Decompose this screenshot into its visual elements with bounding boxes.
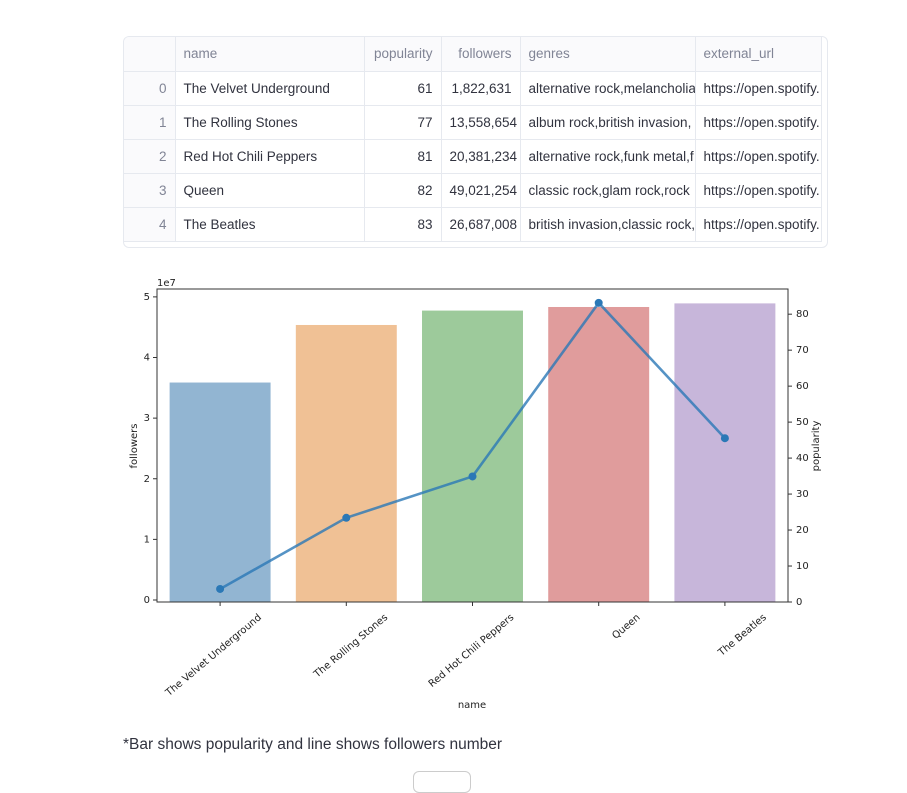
table-cell: The Beatles xyxy=(175,207,365,242)
header-row: name popularity followers genres external_ur… xyxy=(124,37,822,72)
bar xyxy=(674,303,776,602)
table-row: 1 The Rolling Stones 77 13,558,654 album roc… xyxy=(124,105,822,140)
table-cell: alternative rock,melancholia xyxy=(520,71,696,106)
point xyxy=(342,513,351,522)
table-cell: 1,822,631 xyxy=(441,71,521,106)
row-index: 4 xyxy=(124,207,176,242)
table-cell: album rock,british invasion, xyxy=(520,105,696,140)
y-tick-label: 0 xyxy=(144,595,150,606)
table-cell: https://open.spotify. xyxy=(695,71,822,106)
table-cell: 61 xyxy=(364,71,442,106)
y2-tick-label: 40 xyxy=(796,453,809,464)
index-header xyxy=(124,37,176,72)
table-row: 4 The Beatles 83 26,687,008 british invasion… xyxy=(124,207,822,242)
point xyxy=(216,584,225,593)
x-tick-label: The Velvet Underground xyxy=(163,612,264,699)
table-cell: https://open.spotify. xyxy=(695,207,822,242)
table-cell: https://open.spotify. xyxy=(695,139,822,174)
y2-tick-label: 10 xyxy=(796,561,809,572)
page: name popularity followers genres external_ur… xyxy=(123,36,828,793)
row-index: 0 xyxy=(124,71,176,106)
y-tick-label: 1 xyxy=(144,534,150,545)
table-cell: 20,381,234 xyxy=(441,139,521,174)
caption: *Bar shows popularity and line shows fol… xyxy=(123,736,503,753)
point xyxy=(594,298,603,307)
x-tick-label: Red Hot Chili Peppers xyxy=(427,612,517,690)
column-header: popularity xyxy=(364,37,442,72)
data-table: name popularity followers genres external_ur… xyxy=(123,36,828,248)
y2-tick-label: 0 xyxy=(796,597,802,608)
y2-tick-label: 70 xyxy=(796,345,809,356)
table-cell: alternative rock,funk metal,f xyxy=(520,139,696,174)
bar xyxy=(295,324,397,602)
table-cell: 81 xyxy=(364,139,442,174)
x-tick-label: The Rolling Stones xyxy=(311,612,390,681)
point xyxy=(720,434,729,443)
table: name popularity followers genres external_ur… xyxy=(124,37,822,242)
column-header: genres xyxy=(520,37,696,72)
bar xyxy=(422,310,523,602)
y2-axis-label: popularity xyxy=(811,421,822,472)
table-cell: 49,021,254 xyxy=(441,173,521,208)
y2-tick-label: 60 xyxy=(796,381,809,392)
column-header: name xyxy=(175,37,365,72)
y2-tick-label: 20 xyxy=(796,525,809,536)
y-tick-label: 2 xyxy=(144,474,150,485)
row-index: 1 xyxy=(124,105,176,140)
row-index: 2 xyxy=(124,139,176,174)
table-row: 0 The Velvet Underground 61 1,822,631 altern… xyxy=(124,71,822,106)
offset-label: 1e7 xyxy=(157,278,176,289)
table-body: 0 The Velvet Underground 61 1,822,631 altern… xyxy=(124,71,822,242)
y2-tick-label: 80 xyxy=(796,309,809,320)
x-tick-label: The Beatles xyxy=(716,612,769,659)
y2-tick-label: 30 xyxy=(796,489,809,500)
table-cell: https://open.spotify. xyxy=(695,173,822,208)
bar xyxy=(169,382,271,602)
table-cell: https://open.spotify. xyxy=(695,105,822,140)
button[interactable] xyxy=(413,771,471,793)
y-axis-label: followers xyxy=(129,424,140,469)
table-cell: Queen xyxy=(175,173,365,208)
point xyxy=(468,472,477,481)
column-header: external_url xyxy=(695,37,822,72)
column-header: followers xyxy=(441,37,521,72)
y-tick-label: 3 xyxy=(144,413,150,424)
plot-frame xyxy=(156,288,789,603)
x-tick-label: Queen xyxy=(610,612,642,642)
row-index: 3 xyxy=(124,173,176,208)
y-tick-label: 4 xyxy=(144,353,150,364)
y-tick-label: 5 xyxy=(144,292,150,303)
table-row: 2 Red Hot Chili Peppers 81 20,381,234 altern… xyxy=(124,139,822,174)
chart: 1e7 name followers popularity 0123450102… xyxy=(129,278,822,711)
table-cell: The Rolling Stones xyxy=(175,105,365,140)
y2-tick-label: 50 xyxy=(796,417,809,428)
table-cell: The Velvet Underground xyxy=(175,71,365,106)
table-cell: 13,558,654 xyxy=(441,105,521,140)
table-cell: 83 xyxy=(364,207,442,242)
table-cell: Red Hot Chili Peppers xyxy=(175,139,365,174)
bar xyxy=(548,306,650,602)
table-cell: 82 xyxy=(364,173,442,208)
table-cell: classic rock,glam rock,rock xyxy=(520,173,696,208)
x-axis-label: name xyxy=(458,700,486,711)
table-cell: british invasion,classic rock, xyxy=(520,207,696,242)
table-cell: 26,687,008 xyxy=(441,207,521,242)
table-row: 3 Queen 82 49,021,254 classic rock,glam rock… xyxy=(124,173,822,208)
table-cell: 77 xyxy=(364,105,442,140)
